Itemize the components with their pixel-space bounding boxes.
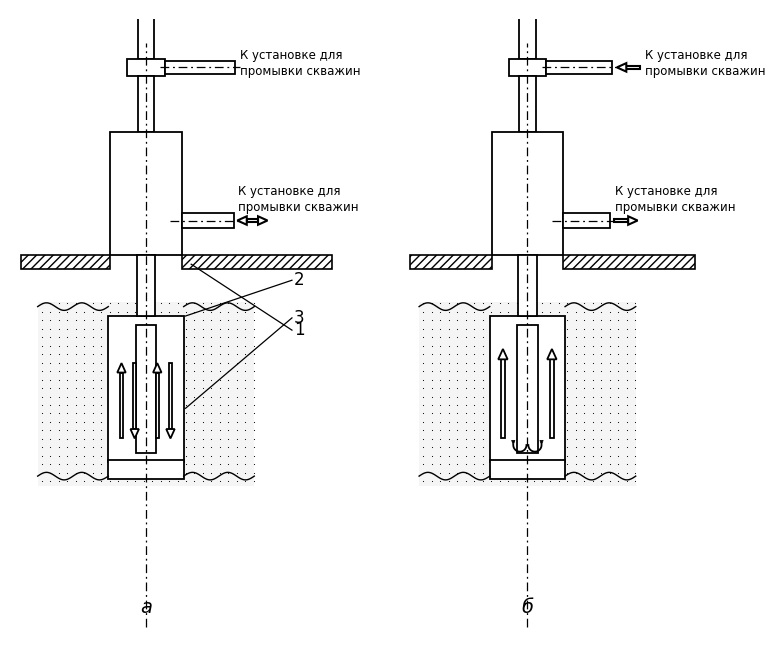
Bar [550,359,554,438]
Text: К установке для
промывки скважин: К установке для промывки скважин [645,49,766,78]
Polygon shape [628,216,637,225]
Text: К установке для
промывки скважин: К установке для промывки скважин [615,186,736,214]
Bar [519,0,536,59]
Text: 2: 2 [294,271,304,289]
Polygon shape [498,349,508,359]
Bar [419,302,636,485]
Polygon shape [117,363,126,372]
Bar [626,66,640,69]
Bar [410,255,491,269]
Bar [518,255,537,316]
Text: К установке для
промывки скважин: К установке для промывки скважин [240,49,360,78]
Bar [37,302,254,485]
Bar [136,325,156,453]
Bar [490,460,565,479]
Bar [108,316,183,462]
Bar [133,363,136,429]
Bar [110,132,182,255]
Text: К установке для
промывки скважин: К установке для промывки скважин [238,186,359,214]
Text: 3: 3 [294,309,304,327]
Bar [502,359,505,438]
Bar [182,213,233,228]
Polygon shape [540,440,543,445]
Bar [165,61,236,74]
Polygon shape [130,429,139,438]
Polygon shape [617,63,626,72]
Bar [563,255,695,269]
Polygon shape [548,349,557,359]
Bar [491,132,563,255]
Text: б: б [521,598,534,617]
Polygon shape [512,440,515,445]
Text: а: а [140,598,152,617]
Bar [519,76,536,132]
Bar [509,59,546,76]
Bar [490,316,565,462]
Polygon shape [258,216,268,225]
Bar [156,372,159,438]
Polygon shape [153,363,161,372]
Bar [563,213,610,228]
Text: 1: 1 [294,321,304,339]
Bar [136,255,155,316]
Bar [517,325,537,453]
Bar [137,0,154,59]
Bar [169,363,172,429]
Polygon shape [237,216,246,225]
Bar [108,460,183,479]
Bar [137,76,154,132]
Bar [127,59,165,76]
Bar [246,219,258,222]
Bar [546,61,612,74]
Bar [614,219,628,222]
Bar [21,255,110,269]
Bar [120,372,123,438]
Polygon shape [166,429,175,438]
Bar [182,255,332,269]
